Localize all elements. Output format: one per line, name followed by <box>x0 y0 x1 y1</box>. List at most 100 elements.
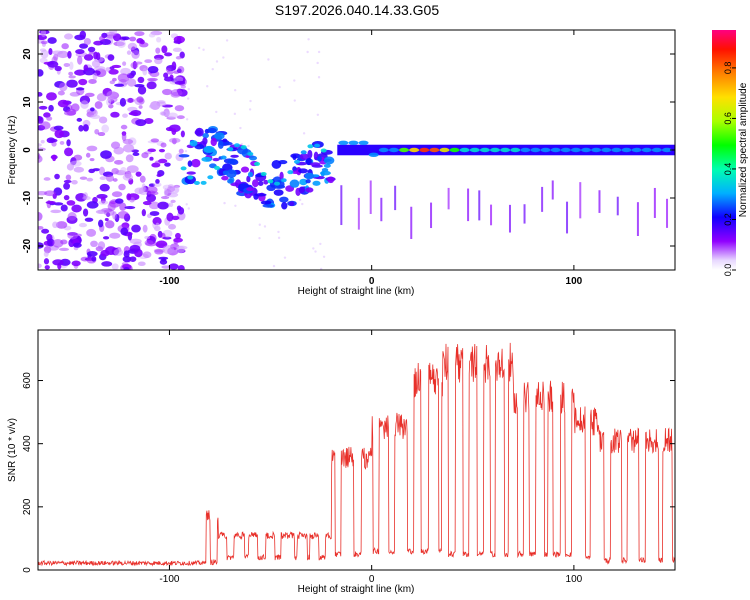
heatmap-cell <box>77 55 83 65</box>
heatmap-cell <box>63 182 71 190</box>
heatmap-cell <box>134 83 145 88</box>
heatmap-cell <box>127 78 137 87</box>
heatmap-cell <box>43 112 51 118</box>
heatmap-cell <box>63 194 70 201</box>
heatmap-cell <box>206 85 209 88</box>
heatmap-cell <box>116 39 126 48</box>
heatmap-streak <box>598 190 601 213</box>
heatmap-cell <box>142 200 152 206</box>
heatmap-cell <box>194 143 205 150</box>
heatmap-cell <box>176 205 182 211</box>
heatmap-cell <box>283 256 287 259</box>
heatmap-cell <box>338 140 349 145</box>
heatmap-cell <box>38 105 48 110</box>
heatmap-y-tick-label: -20 <box>22 238 33 253</box>
heatmap-cell <box>469 147 480 153</box>
heatmap-cell <box>126 193 132 201</box>
heatmap-cell <box>106 90 118 100</box>
heatmap-streak <box>541 186 544 212</box>
heatmap-cell <box>240 145 247 150</box>
heatmap-cell <box>180 166 187 171</box>
heatmap-streak <box>467 188 470 222</box>
heatmap-cell <box>142 224 148 233</box>
heatmap-cell <box>122 173 134 181</box>
heatmap-cell <box>187 87 190 91</box>
heatmap-cell <box>314 250 317 253</box>
heatmap-cell <box>100 150 112 159</box>
heatmap-cell <box>38 212 43 221</box>
heatmap-cell <box>122 138 134 145</box>
heatmap-cell <box>162 245 175 254</box>
snr-ylabel: SNR (10 * v/v) <box>7 418 18 482</box>
heatmap-x-tick-label: 100 <box>566 276 583 287</box>
heatmap-cell <box>200 180 207 185</box>
heatmap-cell <box>273 189 284 196</box>
heatmap-cell <box>158 148 165 153</box>
heatmap-cell <box>168 137 181 144</box>
heatmap-cell <box>252 179 259 188</box>
snr-x-ticks: -100 0 100 <box>159 330 583 585</box>
heatmap-cell <box>144 59 153 64</box>
heatmap-cell <box>187 207 191 210</box>
heatmap-streak <box>410 206 413 239</box>
heatmap-cell <box>44 265 50 270</box>
heatmap-cell <box>212 157 220 162</box>
heatmap-cell <box>114 159 124 165</box>
heatmap-cell <box>110 200 117 205</box>
heatmap-cell <box>145 186 158 194</box>
heatmap-cell <box>166 70 174 75</box>
heatmap-cell <box>126 50 132 55</box>
heatmap-cell <box>135 171 142 177</box>
heatmap-cell <box>211 67 214 71</box>
heatmap-cell <box>90 107 95 112</box>
heatmap-cell <box>95 68 107 78</box>
heatmap-cell <box>104 217 109 222</box>
heatmap-cell <box>86 145 98 152</box>
heatmap-cell <box>38 225 44 230</box>
heatmap-x-tick-label: -100 <box>159 276 179 287</box>
heatmap-cell <box>313 151 319 161</box>
heatmap-streak <box>616 196 619 216</box>
heatmap-cell <box>142 251 152 259</box>
heatmap-cell <box>139 175 146 183</box>
heatmap-cell <box>279 196 289 203</box>
heatmap-cell <box>106 98 112 106</box>
heatmap-cell <box>479 147 490 153</box>
heatmap-cell <box>67 212 77 221</box>
heatmap-cell <box>58 82 68 92</box>
heatmap-cell <box>307 144 314 149</box>
heatmap-cell <box>91 256 97 262</box>
heatmap-cell <box>202 132 209 139</box>
heatmap-cell <box>117 210 129 219</box>
heatmap-cell <box>214 132 225 140</box>
heatmap-cell <box>160 232 166 239</box>
heatmap-cell <box>233 143 240 148</box>
heatmap-cell <box>449 147 460 153</box>
heatmap-x-ticks: -100 0 100 <box>159 30 583 287</box>
heatmap-cell <box>38 143 42 147</box>
heatmap-cell <box>88 79 97 84</box>
heatmap-cell <box>90 240 98 248</box>
heatmap-cell <box>98 116 108 124</box>
heatmap-cell <box>88 51 95 55</box>
colorbar: 0.0 0.2 0.4 0.6 0.8 Normalized spectral ampl… <box>712 30 749 276</box>
heatmap-cell <box>69 61 74 70</box>
heatmap-cell <box>180 84 186 89</box>
heatmap-cell <box>84 217 94 222</box>
heatmap-cell <box>227 178 234 184</box>
heatmap-cell <box>98 219 104 228</box>
heatmap-cell <box>60 204 68 212</box>
heatmap-cell <box>39 57 48 64</box>
heatmap-cell <box>254 193 267 197</box>
heatmap-cell <box>110 111 120 118</box>
heatmap-streak <box>340 185 343 226</box>
heatmap-cell <box>227 158 238 165</box>
heatmap-cell <box>169 202 174 208</box>
heatmap-cell <box>267 58 270 61</box>
heatmap-cell <box>631 147 642 153</box>
heatmap-cell <box>278 85 281 89</box>
heatmap-cell <box>123 144 135 153</box>
heatmap-cell <box>93 51 99 60</box>
heatmap-cell <box>661 147 672 153</box>
heatmap-cell <box>172 47 182 53</box>
